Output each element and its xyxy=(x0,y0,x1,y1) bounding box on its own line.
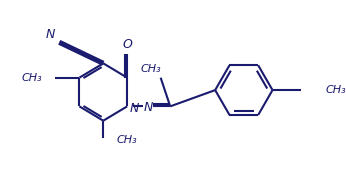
Text: CH₃: CH₃ xyxy=(141,64,161,74)
Text: O: O xyxy=(122,38,132,51)
Text: N: N xyxy=(130,102,139,115)
Text: CH₃: CH₃ xyxy=(117,135,137,145)
Text: N: N xyxy=(144,101,153,114)
Text: CH₃: CH₃ xyxy=(21,73,42,83)
Text: N: N xyxy=(46,28,55,41)
Text: CH₃: CH₃ xyxy=(325,85,346,95)
